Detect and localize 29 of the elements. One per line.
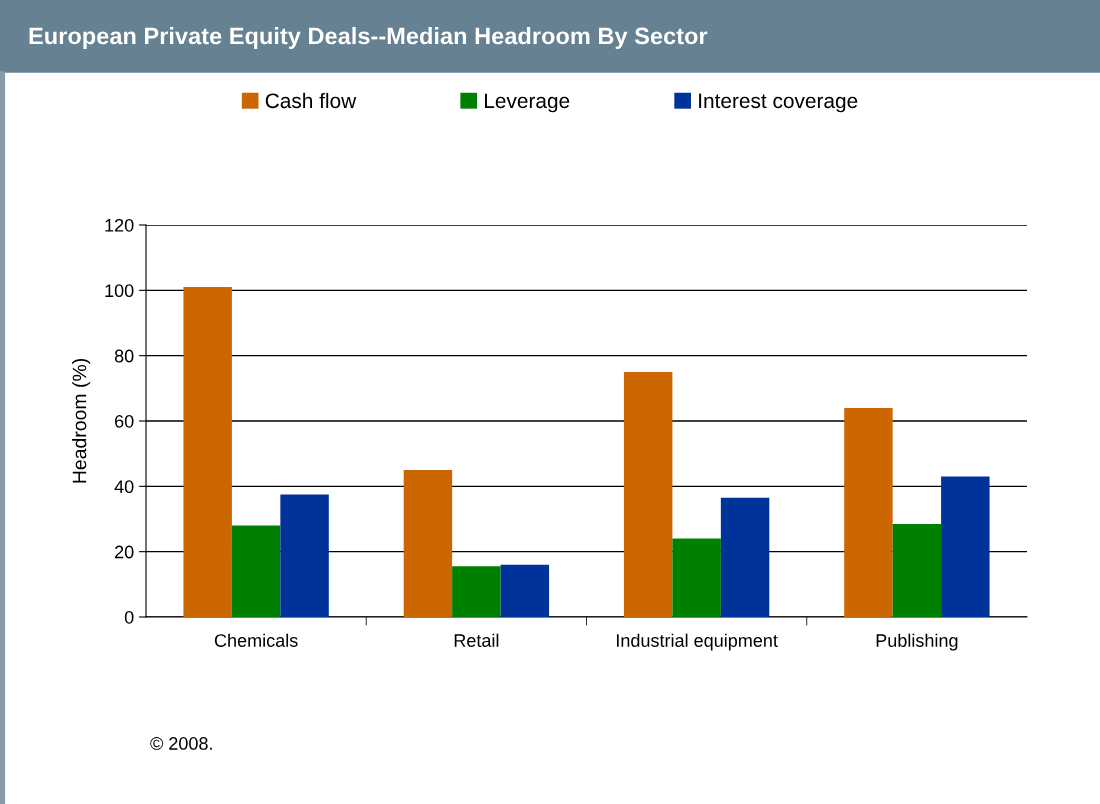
legend-label: Cash flow — [265, 92, 357, 109]
bar — [720, 497, 770, 617]
y-tick-label: 100 — [105, 284, 134, 298]
bar — [672, 538, 721, 617]
bar — [623, 372, 673, 617]
legend-label: Leverage — [484, 93, 570, 113]
legend-label: Interest coverage — [699, 93, 858, 113]
y-tick-label: 120 — [105, 218, 134, 232]
bar — [500, 564, 550, 617]
bar — [892, 523, 942, 617]
x-tick-label: Industrial equipment — [617, 633, 778, 651]
bar — [183, 287, 232, 617]
bar — [452, 566, 501, 617]
bar — [280, 494, 329, 617]
text: © 2008. — [150, 737, 212, 750]
y-axis-title: Headroom (%) — [72, 358, 91, 483]
y-tick-label: 60 — [115, 414, 134, 428]
y-tick-label: 80 — [114, 349, 134, 363]
bar — [403, 470, 453, 617]
x-tick-label: Retail — [454, 633, 499, 647]
chart-title: European Private Equity Deals--Median Headroom By Sector — [29, 27, 708, 49]
y-tick-label: 0 — [124, 610, 134, 624]
y-tick-label: 20 — [115, 545, 134, 559]
y-tick-label: 40 — [114, 480, 134, 494]
x-tick-label: Publishing — [876, 633, 958, 651]
bar — [844, 407, 893, 617]
x-tick-label: Chemicals — [214, 633, 298, 647]
bar — [231, 525, 281, 617]
bar — [941, 476, 990, 617]
